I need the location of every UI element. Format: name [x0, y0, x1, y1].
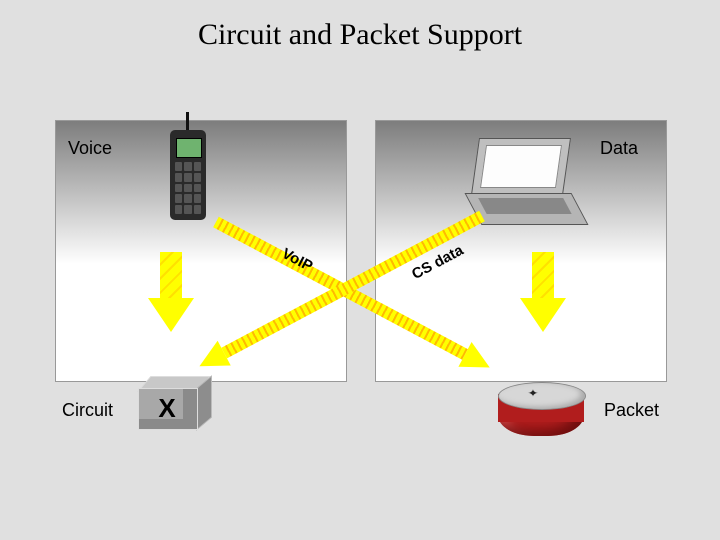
label-circuit: Circuit — [62, 400, 113, 421]
label-voice: Voice — [68, 138, 112, 159]
packet-router-icon: ✦ — [498, 382, 584, 438]
label-packet: Packet — [604, 400, 659, 421]
label-data: Data — [600, 138, 638, 159]
arrow-data-to-packet — [520, 252, 566, 338]
slide-title: Circuit and Packet Support — [0, 18, 720, 52]
circuit-switch-icon: X — [138, 388, 198, 430]
arrow-voice-to-circuit — [148, 252, 194, 338]
mobile-phone-icon — [170, 130, 206, 220]
laptop-icon — [475, 138, 580, 225]
